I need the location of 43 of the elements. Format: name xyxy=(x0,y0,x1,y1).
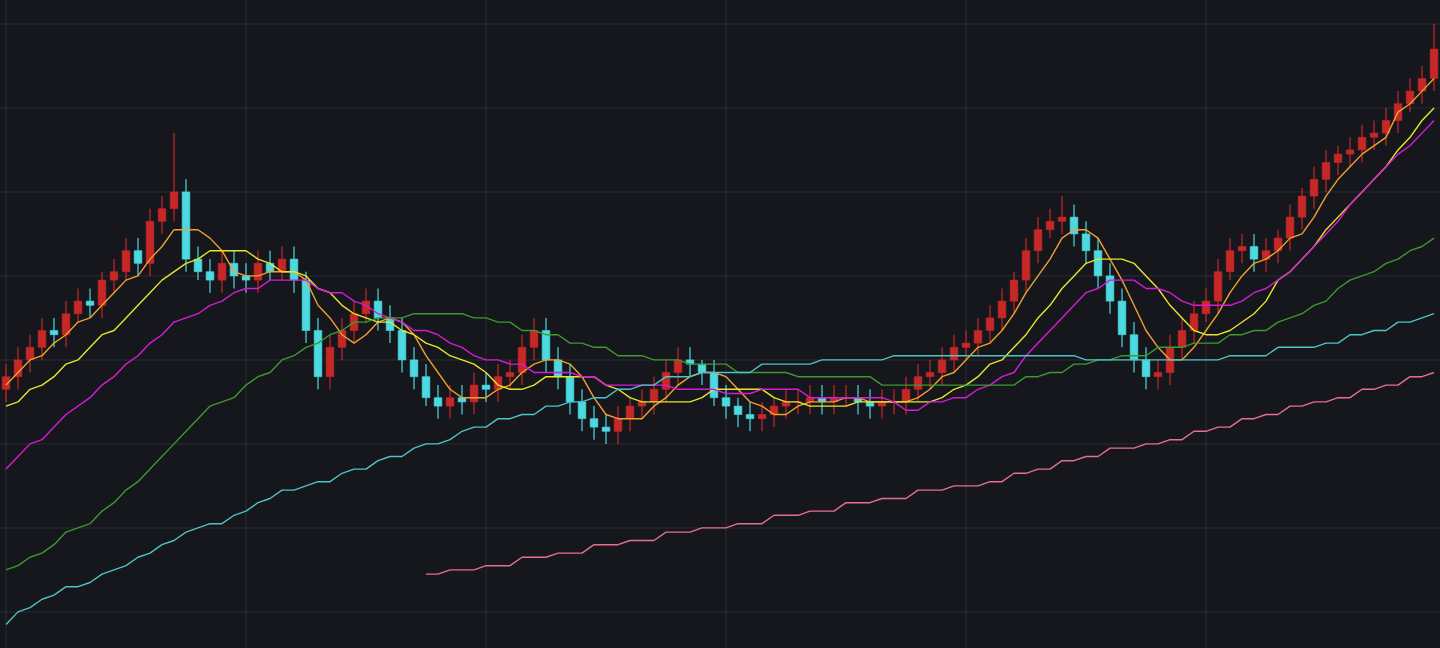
candlestick xyxy=(1249,233,1259,273)
candlestick xyxy=(241,262,251,294)
candlestick xyxy=(121,237,131,281)
candlestick xyxy=(73,287,83,323)
candlestick xyxy=(25,334,35,374)
candlestick xyxy=(1141,346,1151,390)
candlestick xyxy=(205,258,215,294)
candlestick xyxy=(133,237,143,277)
candlestick xyxy=(421,363,431,407)
candlestick xyxy=(169,132,179,222)
candlestick xyxy=(49,317,59,348)
candlestick xyxy=(673,346,683,386)
candlestick xyxy=(313,317,323,390)
candlestick xyxy=(277,245,287,281)
candlestick xyxy=(541,317,551,374)
candlestick xyxy=(457,384,467,416)
candlestick xyxy=(97,271,107,319)
candlestick xyxy=(85,287,95,319)
candlestick xyxy=(193,245,203,281)
candlestick xyxy=(109,258,119,294)
candlestick xyxy=(145,208,155,277)
candlestick xyxy=(157,195,167,235)
candlestick xyxy=(1,363,11,403)
candlestick xyxy=(625,397,635,432)
candlestick xyxy=(745,401,755,432)
candlestick xyxy=(565,363,575,416)
candlestick xyxy=(325,334,335,390)
candlestick xyxy=(37,317,47,361)
candlestick xyxy=(865,388,875,420)
candlestick xyxy=(577,388,587,432)
candlestick xyxy=(409,346,419,390)
candlestick xyxy=(529,317,539,361)
candlestick xyxy=(253,250,263,294)
candlestick xyxy=(613,405,623,445)
candlestick xyxy=(637,388,647,420)
candlestick xyxy=(61,300,71,348)
candlestick xyxy=(445,384,455,420)
candlestick xyxy=(397,317,407,374)
candlestick xyxy=(469,371,479,416)
candlestick xyxy=(481,371,491,403)
candlestick xyxy=(217,250,227,294)
candlestick xyxy=(505,359,515,390)
candlestick xyxy=(433,384,443,420)
